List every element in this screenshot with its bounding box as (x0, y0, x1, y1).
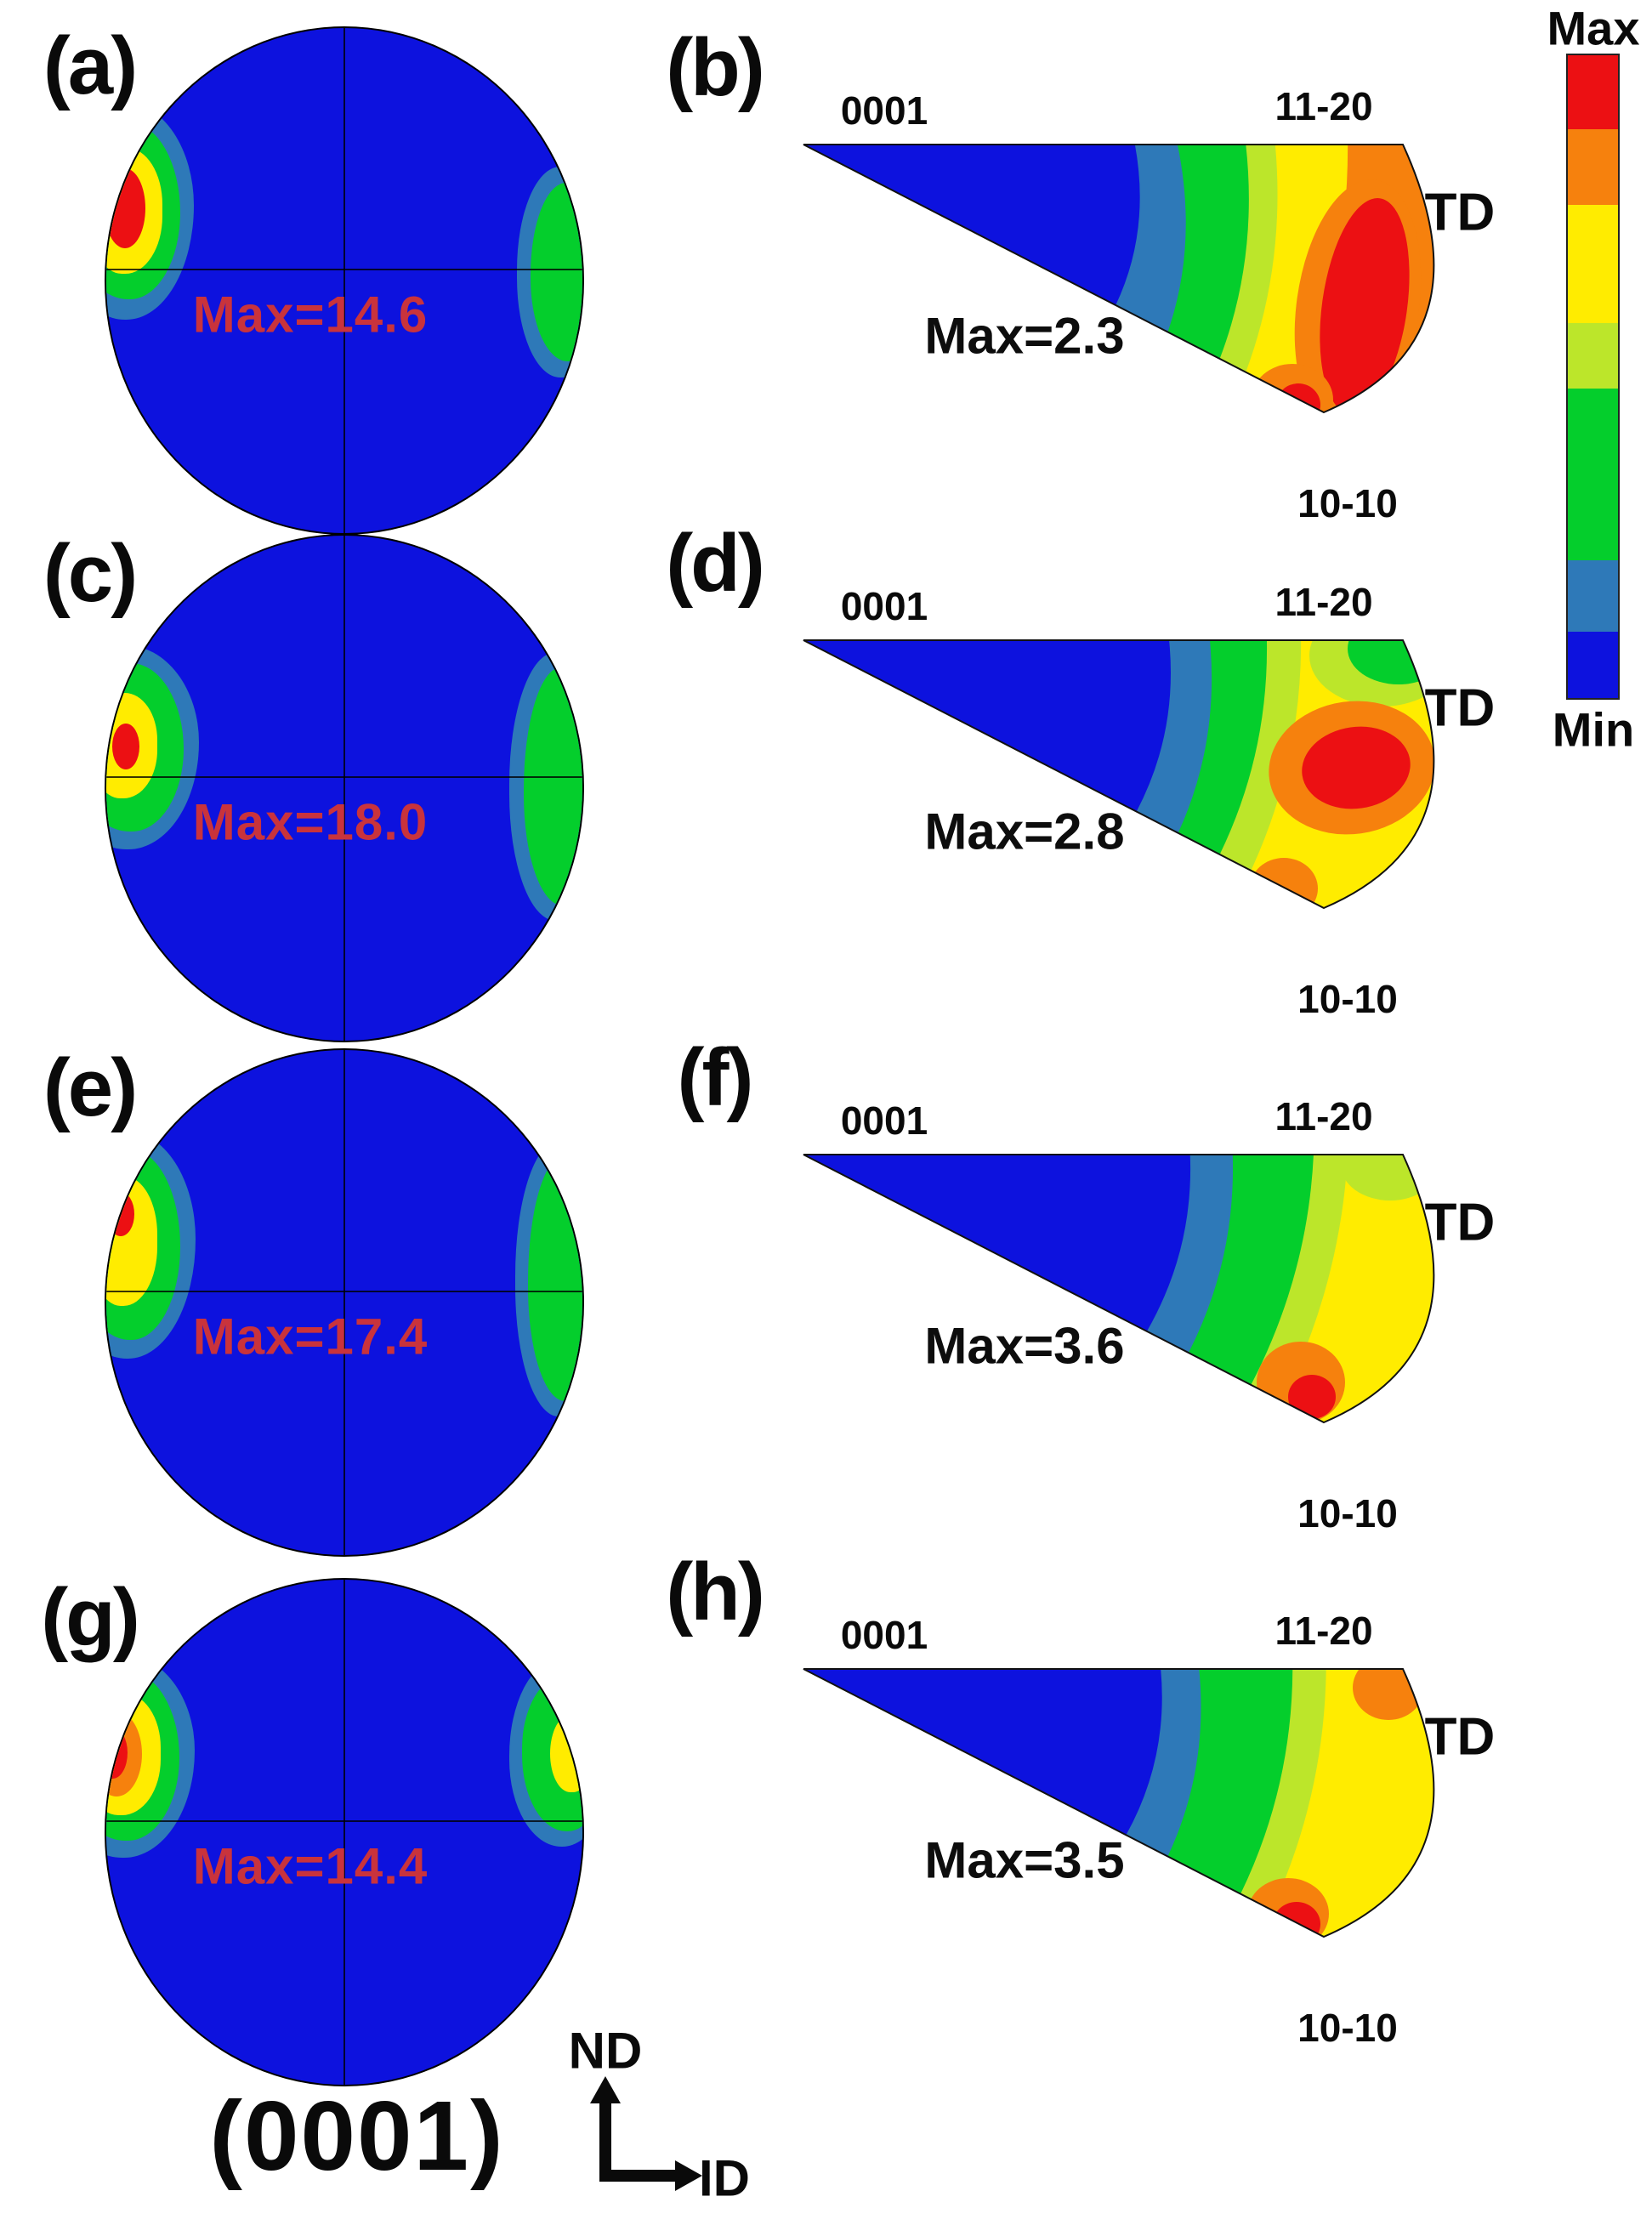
ipf-max-label: Max=3.5 (924, 1831, 1125, 1889)
inverse-pole-figure-b (803, 144, 1435, 414)
ipf-corner-label-11-20: 11-20 (1274, 84, 1373, 128)
colorbar (1566, 54, 1620, 700)
intensity-hotspot-red (106, 168, 145, 248)
ipf-corner-label-0001: 0001 (840, 1098, 928, 1143)
intensity-hotspot-green (524, 667, 582, 905)
inverse-pole-figure-f (803, 1154, 1435, 1424)
panel-label-b: (b) (666, 22, 765, 113)
intensity-hotspot-red (112, 724, 139, 769)
intensity-hotspot-red (107, 1192, 134, 1236)
ipf-outline (803, 144, 1435, 414)
panel-label-d: (d) (666, 518, 765, 609)
ipf-max-label: Max=3.6 (924, 1317, 1125, 1375)
crosshair-vertical-line (343, 28, 345, 533)
ipf-intensity-blob-red (1288, 1375, 1336, 1419)
ipf-direction-label-td: TD (1424, 1707, 1496, 1767)
ipf-intensity-blob-red (1276, 383, 1320, 412)
pole-figure-max-label: Max=14.6 (192, 286, 429, 343)
panel-label-h: (h) (666, 1547, 765, 1638)
pole-figure-plane-label: (0001) (209, 2080, 505, 2191)
ipf-corner-label-10-10: 10-10 (1297, 481, 1398, 525)
ipf-outline (803, 639, 1435, 910)
pole-figure-c: Max=18.0 (105, 534, 584, 1042)
panel-label-a: (a) (43, 20, 138, 111)
ipf-intensity-blob-chartreuse (1341, 1155, 1434, 1200)
ipf-corner-label-11-20: 11-20 (1274, 580, 1373, 624)
nd-id-axes-arrow-icon (590, 2076, 702, 2191)
ipf-corner-label-10-10: 10-10 (1297, 977, 1398, 1021)
panel-label-f: (f) (677, 1032, 754, 1123)
ipf-corner-label-10-10: 10-10 (1297, 2006, 1398, 2050)
pole-figure-max-label: Max=14.4 (192, 1837, 429, 1895)
crosshair-vertical-line (343, 1580, 345, 2085)
inverse-pole-figure-h (803, 1668, 1435, 1938)
crosshair-vertical-line (343, 1050, 345, 1555)
intensity-hotspot-yellow (550, 1714, 582, 1792)
ipf-direction-label-td: TD (1424, 678, 1496, 738)
ipf-corner-label-0001: 0001 (840, 88, 928, 133)
colorbar-segment-teal (1568, 559, 1618, 633)
colorbar-segment-green (1568, 388, 1618, 560)
pole-figure-max-label: Max=17.4 (192, 1308, 429, 1365)
ipf-corner-label-11-20: 11-20 (1274, 1609, 1373, 1653)
ipf-outline (803, 1668, 1435, 1938)
ipf-intensity-blob-red (1273, 1902, 1320, 1937)
crosshair-vertical-line (343, 536, 345, 1041)
ipf-corner-label-11-20: 11-20 (1274, 1094, 1373, 1138)
panel-label-c: (c) (43, 528, 138, 619)
colorbar-segment-chartreuse (1568, 323, 1618, 389)
intensity-hotspot-green (528, 1156, 582, 1401)
colorbar-segment-red (1568, 55, 1618, 129)
intensity-hotspot-green (531, 183, 582, 361)
colorbar-max-label: Max (1547, 1, 1640, 55)
ipf-corner-label-0001: 0001 (840, 1613, 928, 1657)
pole-figure-e: Max=17.4 (105, 1048, 584, 1557)
id-axis-label: ID (699, 2149, 750, 2207)
ipf-outline (803, 1154, 1435, 1424)
ipf-intensity-blob-red (1302, 726, 1411, 809)
ipf-intensity-blob-orange (1353, 1669, 1424, 1720)
ipf-direction-label-td: TD (1424, 1193, 1496, 1252)
colorbar-segment-orange (1568, 128, 1618, 206)
inverse-pole-figure-d (803, 639, 1435, 910)
colorbar-segment-yellow (1568, 205, 1618, 324)
ipf-corner-label-0001: 0001 (840, 584, 928, 628)
ipf-intensity-blob-orange (1252, 364, 1333, 412)
panel-label-g: (g) (41, 1572, 140, 1663)
ipf-max-label: Max=2.3 (924, 307, 1125, 365)
pole-figure-a: Max=14.6 (105, 26, 584, 535)
colorbar-segment-blue (1568, 632, 1618, 699)
ipf-direction-label-td: TD (1424, 183, 1496, 242)
colorbar-min-label: Min (1552, 702, 1635, 757)
nd-axis-label: ND (568, 2022, 643, 2080)
ipf-contour-band-yellow (1271, 1669, 1434, 1937)
ipf-corner-label-10-10: 10-10 (1297, 1491, 1398, 1535)
panel-label-e: (e) (43, 1042, 138, 1133)
pole-figure-g: Max=14.4 (105, 1578, 584, 2086)
pole-figure-max-label: Max=18.0 (192, 793, 429, 851)
ipf-max-label: Max=2.8 (924, 803, 1125, 860)
ipf-intensity-blob-orange (1250, 858, 1318, 908)
ipf-intensity-blob-red (1320, 198, 1410, 412)
